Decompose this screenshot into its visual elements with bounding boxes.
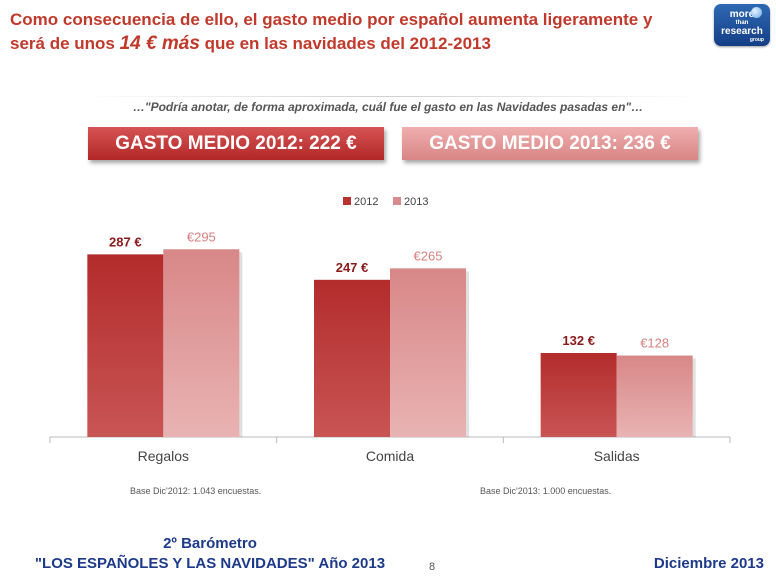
footer-line-1: 2º Barómetro <box>163 535 257 552</box>
headline-line-1: Como consecuencia de ello, el gasto medi… <box>10 10 653 29</box>
base-note-2012: Base Dic'2012: 1.043 encuestas. <box>130 486 262 496</box>
logo-text-3: research <box>721 26 763 37</box>
footer-date: Diciembre 2013 <box>653 555 764 572</box>
data-label-2013-comida: €265 <box>414 248 443 263</box>
banner-gasto-2013: GASTO MEDIO 2013: 236 € <box>402 127 698 160</box>
logo-text-4: group <box>749 37 764 43</box>
survey-question: …"Podría anotar, de forma aproximada, cu… <box>132 100 644 114</box>
headline: Como consecuencia de ello, el gasto medi… <box>10 8 700 56</box>
base-note-2013: Base Dic'2013: 1.000 encuestas. <box>480 486 612 496</box>
logo-text-1: more <box>729 9 755 20</box>
legend-swatch-2012 <box>343 197 351 205</box>
footer-title: 2º Barómetro "LOS ESPAÑOLES Y LAS NAVIDA… <box>0 534 420 574</box>
headline-line-2: será de unos 14 € más que en las navidad… <box>10 32 700 56</box>
legend-swatch-2013 <box>393 197 401 205</box>
bar-2012-salidas <box>540 353 617 437</box>
logo-text-2: than <box>735 20 749 26</box>
data-label-2012-regalos: 287 € <box>109 234 142 249</box>
headline-line-2-pre: será de unos <box>10 34 120 53</box>
bar-2013-regalos <box>163 249 240 437</box>
logo-dot-icon <box>751 7 762 18</box>
footer-line-2: "LOS ESPAÑOLES Y LAS NAVIDADES" Año 2013 <box>34 555 386 572</box>
page-number: 8 <box>429 561 436 573</box>
headline-line-2-post: que en las navidades del 2012-2013 <box>199 34 491 53</box>
category-label-regalos: Regalos <box>138 448 189 464</box>
data-label-2013-regalos: €295 <box>187 229 216 244</box>
category-label-salidas: Salidas <box>594 448 640 464</box>
bar-2012-comida <box>314 279 390 437</box>
bar-2012-regalos <box>87 254 164 437</box>
bar-2013-comida <box>390 268 466 437</box>
legend-label-2013: 2013 <box>404 196 428 208</box>
category-label-comida: Comida <box>366 448 414 464</box>
data-label-2012-comida: 247 € <box>336 260 369 275</box>
data-label-2013-salidas: €128 <box>640 336 669 351</box>
banner-gasto-2012: GASTO MEDIO 2012: 222 € <box>88 127 384 160</box>
company-logo: more than research group <box>714 4 770 46</box>
divider-line <box>80 96 700 97</box>
bar-2013-salidas <box>616 355 693 437</box>
data-label-2012-salidas: 132 € <box>562 333 595 348</box>
legend-label-2012: 2012 <box>354 196 378 208</box>
headline-emphasis: 14 € más <box>119 33 200 54</box>
